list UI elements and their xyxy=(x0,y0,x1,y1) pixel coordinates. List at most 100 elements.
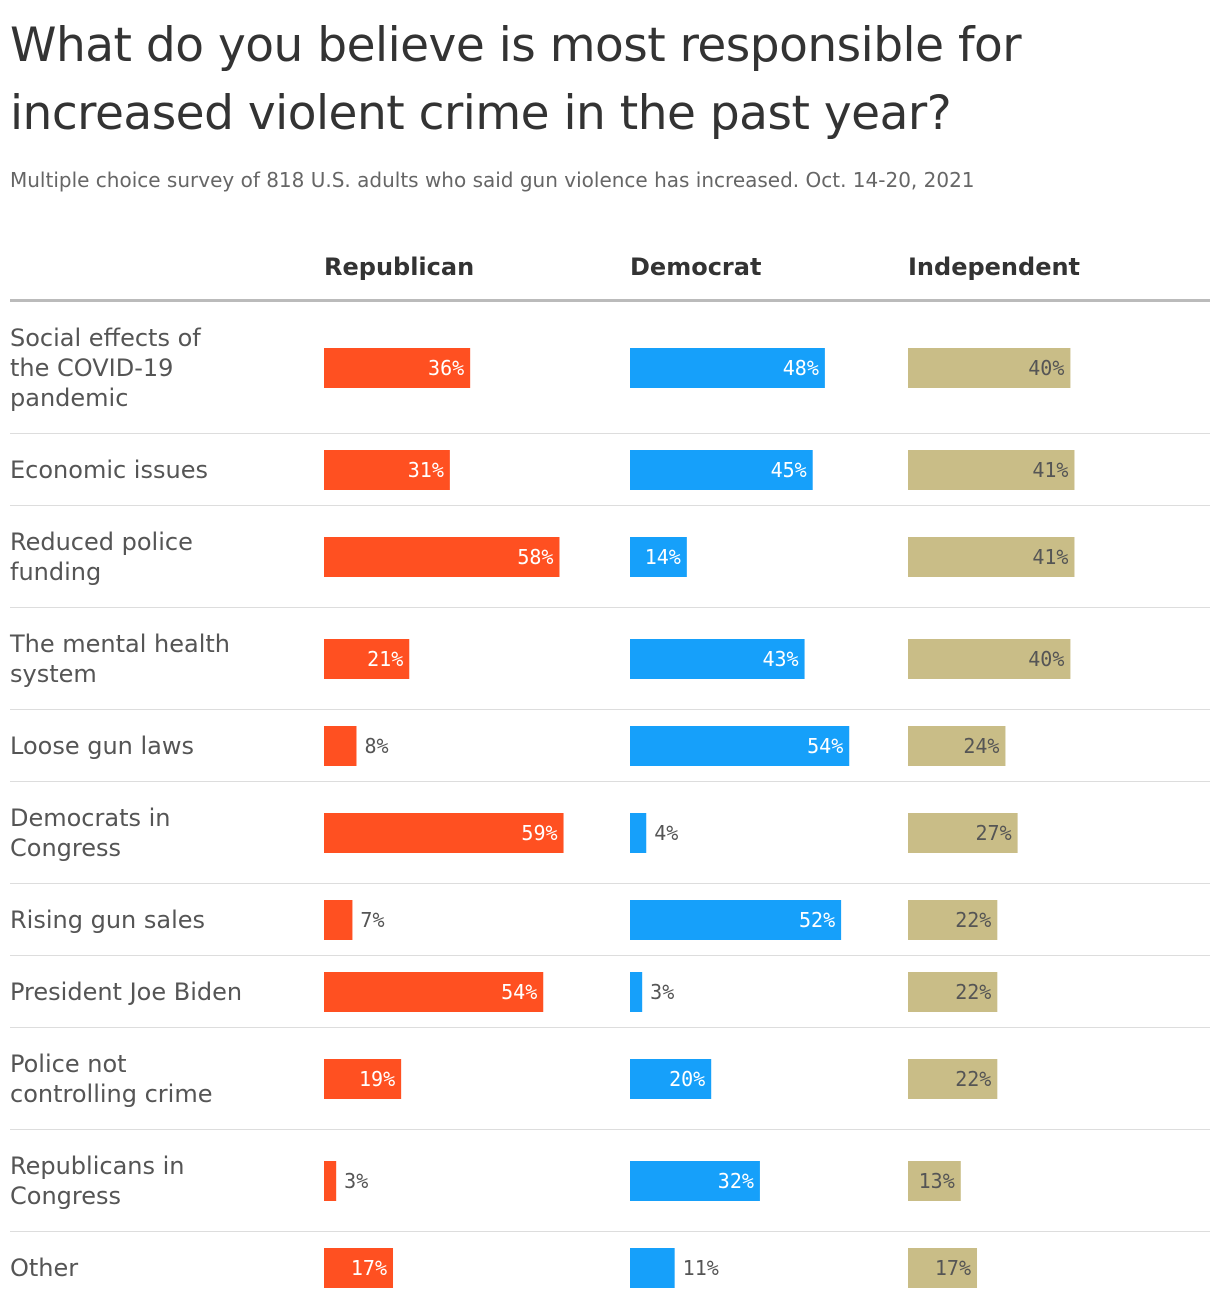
bar-independent xyxy=(908,348,1071,388)
row-divider xyxy=(10,433,1210,434)
row-label: Social effects of xyxy=(10,324,201,352)
data-label: 41% xyxy=(1032,545,1068,569)
row-label: Loose gun laws xyxy=(10,732,194,760)
bar-independent xyxy=(908,537,1075,577)
row-label: Economic issues xyxy=(10,456,208,484)
row-label: controlling crime xyxy=(10,1080,212,1108)
row-divider xyxy=(10,505,1210,506)
data-label: 8% xyxy=(364,734,388,758)
data-label: 3% xyxy=(650,980,674,1004)
data-label: 40% xyxy=(1028,356,1064,380)
row-label: Congress xyxy=(10,1182,121,1210)
row-label: Democrats in xyxy=(10,804,171,832)
bar-republican xyxy=(324,813,564,853)
header-divider xyxy=(10,299,1210,302)
data-label: 36% xyxy=(428,356,464,380)
bar-democrat xyxy=(630,348,825,388)
data-label: 22% xyxy=(955,908,991,932)
data-label: 22% xyxy=(955,1067,991,1091)
column-header-democrat: Democrat xyxy=(630,253,761,281)
data-label: 54% xyxy=(807,734,843,758)
chart-subtitle: Multiple choice survey of 818 U.S. adult… xyxy=(10,168,975,192)
row-label: Reduced police xyxy=(10,528,193,556)
bar-independent xyxy=(908,450,1075,490)
data-label: 58% xyxy=(517,545,553,569)
data-label: 22% xyxy=(955,980,991,1004)
data-label: 52% xyxy=(799,908,835,932)
bar-democrat xyxy=(630,1161,760,1201)
data-label: 54% xyxy=(501,980,537,1004)
row-label: Other xyxy=(10,1254,78,1282)
row-divider xyxy=(10,781,1210,782)
bar-democrat xyxy=(630,726,850,766)
data-label: 40% xyxy=(1028,647,1064,671)
data-label: 17% xyxy=(935,1256,971,1280)
row-divider xyxy=(10,955,1210,956)
row-label: funding xyxy=(10,558,101,586)
row-divider xyxy=(10,1027,1210,1028)
data-label: 41% xyxy=(1032,458,1068,482)
bar-republican xyxy=(324,450,450,490)
data-label: 7% xyxy=(360,908,384,932)
bar-republican xyxy=(324,348,471,388)
row-label: system xyxy=(10,660,97,688)
row-divider xyxy=(10,1129,1210,1130)
bar-republican xyxy=(324,972,544,1012)
data-label: 20% xyxy=(669,1067,705,1091)
data-label: 3% xyxy=(344,1169,368,1193)
bar-democrat xyxy=(630,537,687,577)
row-label: the COVID-19 xyxy=(10,354,173,382)
bar-republican xyxy=(324,639,410,679)
bar-independent xyxy=(908,726,1006,766)
data-label: 4% xyxy=(654,821,678,845)
column-header-independent: Independent xyxy=(908,253,1080,281)
data-label: 45% xyxy=(771,458,807,482)
data-label: 17% xyxy=(351,1256,387,1280)
bar-democrat xyxy=(630,450,813,490)
row-label: Republicans in xyxy=(10,1152,185,1180)
bar-independent xyxy=(908,900,998,940)
data-label: 24% xyxy=(963,734,999,758)
row-label: Congress xyxy=(10,834,121,862)
row-divider xyxy=(10,883,1210,884)
bar-democrat xyxy=(630,639,805,679)
data-label: 13% xyxy=(919,1169,955,1193)
bar-democrat xyxy=(630,1059,712,1099)
bar-republican xyxy=(324,537,560,577)
row-divider xyxy=(10,1231,1210,1232)
data-label: 31% xyxy=(408,458,444,482)
data-label: 59% xyxy=(521,821,557,845)
bar-independent xyxy=(908,972,998,1012)
bar-independent xyxy=(908,1248,978,1288)
data-label: 32% xyxy=(718,1169,754,1193)
bar-republican xyxy=(324,726,357,766)
column-header-republican: Republican xyxy=(324,253,474,281)
bar-democrat xyxy=(630,1248,675,1288)
data-label: 27% xyxy=(975,821,1011,845)
bar-democrat xyxy=(630,972,643,1012)
data-label: 19% xyxy=(359,1067,395,1091)
bar-republican xyxy=(324,1059,402,1099)
row-label: Rising gun sales xyxy=(10,906,205,934)
data-label: 48% xyxy=(783,356,819,380)
data-label: 21% xyxy=(367,647,403,671)
bar-republican xyxy=(324,900,353,940)
bar-independent xyxy=(908,1059,998,1099)
bar-independent xyxy=(908,813,1018,853)
bar-democrat xyxy=(630,900,842,940)
chart-title: What do you believe is most responsible … xyxy=(10,18,1022,141)
row-divider xyxy=(10,709,1210,710)
row-label: The mental health xyxy=(9,630,230,658)
row-label: Police not xyxy=(10,1050,127,1078)
row-label: President Joe Biden xyxy=(10,978,242,1006)
data-label: 11% xyxy=(683,1256,719,1280)
row-label: pandemic xyxy=(10,384,128,412)
bar-republican xyxy=(324,1248,394,1288)
data-label: 14% xyxy=(645,545,681,569)
bar-independent xyxy=(908,639,1071,679)
bar-democrat xyxy=(630,813,647,853)
data-label: 43% xyxy=(762,647,798,671)
row-divider xyxy=(10,607,1210,608)
bar-independent xyxy=(908,1161,961,1201)
